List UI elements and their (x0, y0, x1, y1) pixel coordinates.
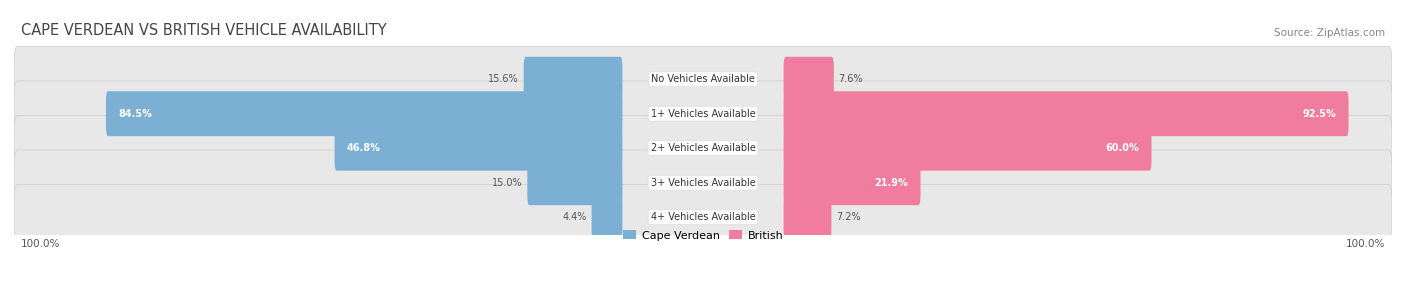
Legend: Cape Verdean, British: Cape Verdean, British (619, 226, 787, 245)
FancyBboxPatch shape (14, 184, 1392, 250)
Text: 21.9%: 21.9% (875, 178, 908, 188)
Text: 2+ Vehicles Available: 2+ Vehicles Available (651, 143, 755, 153)
FancyBboxPatch shape (527, 160, 623, 205)
Text: 60.0%: 60.0% (1105, 143, 1139, 153)
Text: 4+ Vehicles Available: 4+ Vehicles Available (651, 212, 755, 222)
Text: 46.8%: 46.8% (347, 143, 381, 153)
Text: 15.6%: 15.6% (488, 74, 519, 84)
FancyBboxPatch shape (335, 126, 623, 171)
Text: 15.0%: 15.0% (492, 178, 523, 188)
Text: No Vehicles Available: No Vehicles Available (651, 74, 755, 84)
FancyBboxPatch shape (592, 195, 623, 240)
FancyBboxPatch shape (105, 91, 623, 136)
Text: 4.4%: 4.4% (562, 212, 586, 222)
Text: 1+ Vehicles Available: 1+ Vehicles Available (651, 109, 755, 119)
FancyBboxPatch shape (14, 150, 1392, 216)
FancyBboxPatch shape (783, 195, 831, 240)
Text: 7.2%: 7.2% (837, 212, 860, 222)
FancyBboxPatch shape (783, 160, 921, 205)
FancyBboxPatch shape (14, 116, 1392, 181)
Text: 84.5%: 84.5% (118, 109, 152, 119)
Text: 7.6%: 7.6% (838, 74, 863, 84)
Text: Source: ZipAtlas.com: Source: ZipAtlas.com (1274, 28, 1385, 38)
FancyBboxPatch shape (14, 81, 1392, 146)
Text: 100.0%: 100.0% (21, 239, 60, 249)
Text: 92.5%: 92.5% (1302, 109, 1336, 119)
Text: 3+ Vehicles Available: 3+ Vehicles Available (651, 178, 755, 188)
Text: 100.0%: 100.0% (1346, 239, 1385, 249)
FancyBboxPatch shape (783, 91, 1348, 136)
FancyBboxPatch shape (783, 57, 834, 102)
Text: CAPE VERDEAN VS BRITISH VEHICLE AVAILABILITY: CAPE VERDEAN VS BRITISH VEHICLE AVAILABI… (21, 23, 387, 38)
FancyBboxPatch shape (523, 57, 623, 102)
FancyBboxPatch shape (783, 126, 1152, 171)
FancyBboxPatch shape (14, 46, 1392, 112)
